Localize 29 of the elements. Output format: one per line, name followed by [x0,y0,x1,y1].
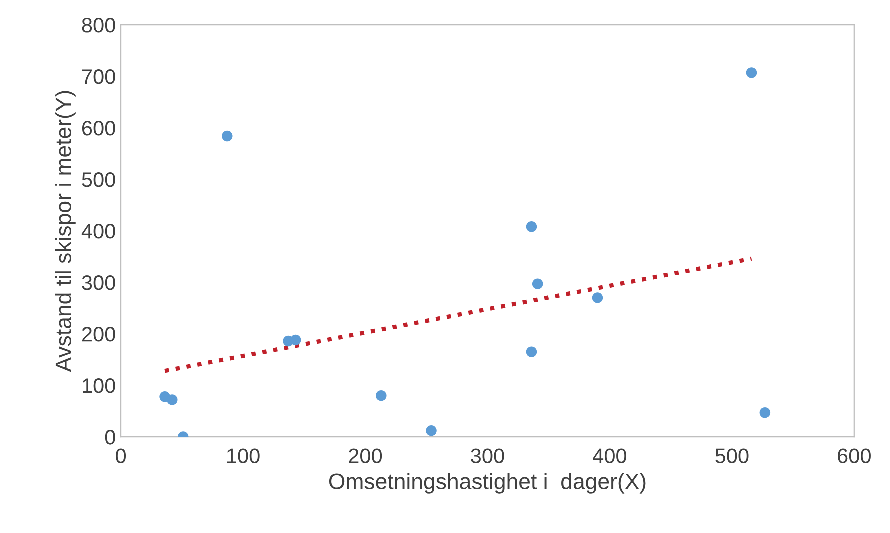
x-axis-title: Omsetningshastighet i dager(X) [329,473,646,494]
y-tick-label: 600 [82,121,116,136]
x-tick-label: 100 [227,448,260,464]
x-tick-label: 200 [349,448,382,464]
y-tick-label: 800 [82,18,116,33]
point [532,278,544,290]
y-tick-label: 400 [82,224,116,239]
x-tick-label: 0 [116,448,126,464]
y-tick-label: 0 [105,430,116,445]
point [166,394,178,406]
point [746,68,758,78]
point [526,222,538,232]
y-tick-label: 200 [82,327,116,342]
y-tick-label: 500 [82,172,116,188]
x-tick-label: 300 [471,448,504,464]
y-tick-label: 700 [82,70,116,84]
y-tick-label: 100 [83,378,116,394]
point [222,130,233,142]
x-tick-label: 500 [716,448,749,464]
point [526,346,538,358]
x-tick-label: 400 [593,448,627,464]
point [290,334,302,346]
y-tick-label: 300 [82,276,116,290]
y-axis-title: Avstand til skispor i meter(Y) [55,91,76,372]
point [592,292,604,304]
point [760,407,771,418]
x-tick-label: 600 [838,448,871,464]
point [426,426,437,436]
point [376,390,387,402]
